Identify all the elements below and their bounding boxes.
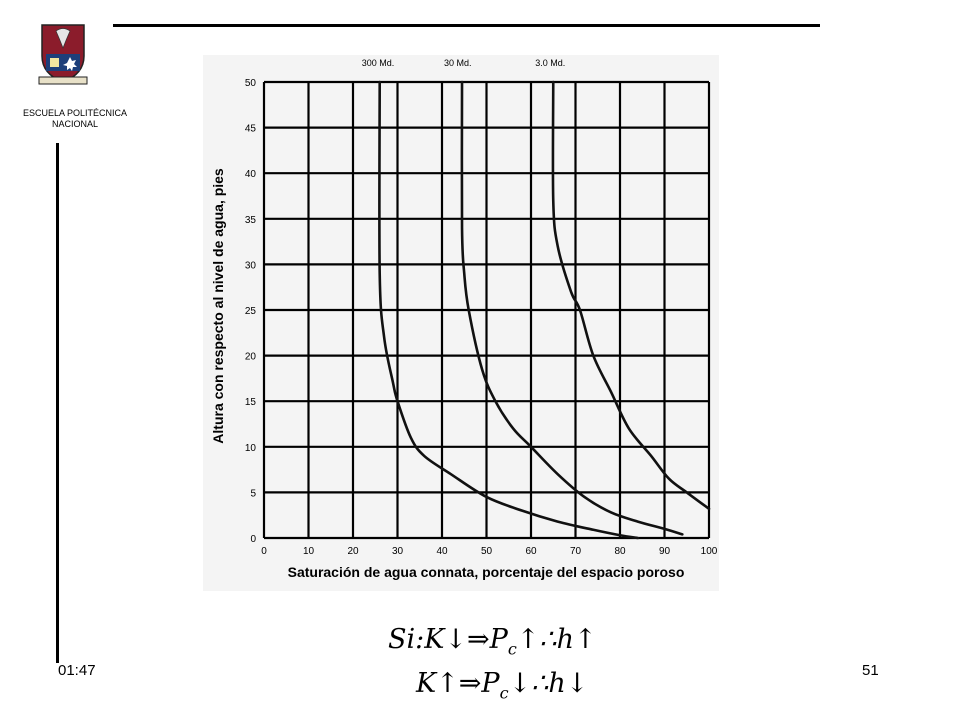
series-line bbox=[551, 80, 711, 511]
y-tick-labels: 0 5 10 15 20 25 30 35 40 45 50 bbox=[245, 78, 257, 545]
y-tick-label: 30 bbox=[245, 260, 257, 271]
arrow-down-icon: ↓ bbox=[508, 668, 532, 699]
formula-line-2: K↑⇒Pc↓∴h↓ bbox=[416, 668, 588, 702]
clock-time: 01:47 bbox=[58, 662, 96, 679]
x-tick-label: 80 bbox=[614, 546, 626, 557]
chart-grid bbox=[262, 80, 711, 540]
therefore-icon: ∴ bbox=[539, 624, 557, 655]
y-tick-label: 10 bbox=[245, 443, 257, 454]
formula-subscript: c bbox=[507, 639, 517, 659]
top-rule bbox=[113, 24, 820, 27]
arrow-down-icon: ↓ bbox=[444, 624, 468, 655]
therefore-icon: ∴ bbox=[531, 668, 549, 699]
formula-term: h bbox=[548, 668, 566, 699]
y-tick-label: 50 bbox=[245, 78, 257, 89]
left-rule bbox=[56, 143, 59, 663]
series-label: 3.0 Md. bbox=[535, 58, 565, 68]
x-tick-label: 30 bbox=[392, 546, 404, 557]
x-tick-label: 90 bbox=[659, 546, 671, 557]
arrow-up-icon: ↑ bbox=[574, 624, 597, 655]
x-tick-label: 20 bbox=[347, 546, 359, 557]
formula-subscript: c bbox=[499, 683, 509, 703]
capillary-pressure-chart: 0 5 10 15 20 25 30 35 40 45 50 0 10 20 30 40 50 60 70 80 90… bbox=[210, 58, 718, 580]
page-number: 51 bbox=[862, 662, 879, 679]
series-labels: 300 Md. 30 Md. 3.0 Md. bbox=[362, 58, 566, 68]
formula-term: Si:K bbox=[388, 624, 445, 655]
x-axis-label: Saturación de agua connata, porcentaje d… bbox=[288, 564, 685, 580]
crest-logo-icon bbox=[38, 24, 88, 85]
formula-term: P bbox=[481, 668, 500, 699]
formula-line-1: Si:K↓⇒Pc↑∴h↑ bbox=[388, 624, 597, 658]
y-tick-label: 0 bbox=[250, 534, 256, 545]
y-tick-label: 15 bbox=[245, 397, 257, 408]
y-tick-label: 40 bbox=[245, 169, 257, 180]
y-tick-label: 25 bbox=[245, 306, 257, 317]
y-axis-label: Altura con respecto al nivel de agua, pi… bbox=[210, 168, 226, 444]
y-tick-label: 35 bbox=[245, 215, 257, 226]
series-label: 30 Md. bbox=[444, 58, 472, 68]
x-tick-label: 50 bbox=[481, 546, 493, 557]
x-tick-label: 0 bbox=[261, 546, 267, 557]
implies-icon: ⇒ bbox=[467, 624, 490, 655]
y-tick-label: 5 bbox=[250, 488, 256, 499]
formula-term: h bbox=[556, 624, 574, 655]
series-line bbox=[460, 80, 684, 536]
arrow-up-icon: ↑ bbox=[436, 668, 459, 699]
x-tick-label: 40 bbox=[436, 546, 448, 557]
arrow-up-icon: ↑ bbox=[516, 624, 540, 655]
x-tick-label: 10 bbox=[303, 546, 315, 557]
implies-icon: ⇒ bbox=[458, 668, 482, 699]
formula-term: P bbox=[489, 624, 508, 655]
arrow-down-icon: ↓ bbox=[565, 668, 589, 699]
formula-term: K bbox=[416, 668, 437, 699]
x-tick-label: 60 bbox=[525, 546, 537, 557]
y-tick-label: 20 bbox=[245, 352, 257, 363]
series-label: 300 Md. bbox=[362, 58, 395, 68]
chart-series bbox=[378, 80, 711, 540]
x-tick-label: 100 bbox=[701, 546, 718, 557]
x-tick-labels: 0 10 20 30 40 50 60 70 80 90 100 bbox=[261, 546, 718, 557]
x-tick-label: 70 bbox=[570, 546, 582, 557]
series-line bbox=[378, 80, 640, 540]
y-tick-label: 45 bbox=[245, 124, 257, 135]
institution-name: ESCUELA POLITÉCNICA NACIONAL bbox=[22, 108, 128, 129]
